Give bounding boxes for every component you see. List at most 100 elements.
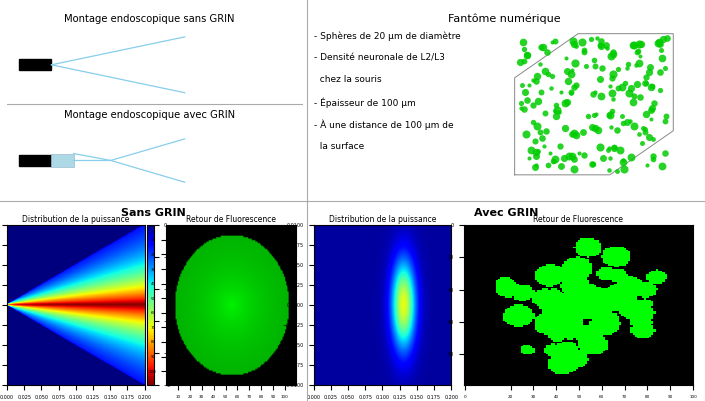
Point	[633, 48, 644, 55]
Point	[595, 38, 606, 45]
Point	[534, 61, 546, 67]
Point	[550, 108, 561, 114]
Point	[524, 154, 535, 161]
Point	[528, 102, 539, 109]
Point	[625, 154, 636, 161]
Point	[604, 112, 615, 118]
Point	[539, 142, 550, 149]
Point	[589, 112, 600, 119]
Point	[591, 35, 603, 41]
Point	[606, 124, 617, 130]
Point	[611, 168, 623, 174]
Point	[521, 97, 532, 103]
Point	[549, 38, 560, 44]
Text: Montage endoscopique avec GRIN: Montage endoscopique avec GRIN	[63, 110, 235, 120]
Point	[535, 44, 546, 50]
Text: Avec GRIN: Avec GRIN	[474, 208, 538, 217]
Point	[520, 130, 532, 137]
Point	[562, 78, 573, 84]
Point	[517, 81, 528, 88]
Point	[560, 100, 571, 106]
Point	[567, 38, 578, 44]
Point	[542, 162, 553, 168]
Point	[649, 99, 660, 106]
Point	[531, 73, 542, 79]
Point	[643, 69, 654, 75]
Point	[603, 112, 615, 118]
Point	[643, 134, 654, 140]
Point	[588, 91, 599, 97]
Point	[589, 63, 601, 69]
Point	[606, 90, 618, 96]
Point	[541, 127, 552, 134]
Point	[644, 63, 656, 70]
Point	[642, 162, 653, 168]
Point	[556, 89, 567, 95]
Point	[568, 166, 580, 172]
Point	[522, 52, 533, 59]
Point	[566, 67, 577, 73]
Point	[545, 85, 556, 91]
Point	[519, 106, 530, 112]
Point	[534, 129, 545, 136]
Point	[566, 152, 577, 159]
Point	[621, 65, 632, 71]
Title: Retour de Fluorescence: Retour de Fluorescence	[534, 215, 623, 224]
Text: - Épaisseur de 100 μm: - Épaisseur de 100 μm	[314, 97, 416, 108]
Point	[645, 83, 656, 90]
Point	[532, 98, 544, 105]
Point	[539, 110, 550, 116]
Point	[589, 125, 601, 131]
Point	[517, 39, 528, 45]
Point	[605, 154, 616, 161]
Point	[524, 82, 535, 88]
Point	[637, 125, 648, 132]
Point	[660, 113, 671, 119]
Point	[628, 93, 639, 99]
Point	[603, 145, 615, 152]
Point	[566, 130, 577, 137]
Point	[654, 41, 666, 47]
Point	[639, 126, 651, 132]
Point	[588, 161, 599, 168]
Point	[606, 53, 617, 59]
Point	[659, 65, 670, 71]
Point	[659, 118, 670, 124]
Point	[646, 116, 657, 122]
Point	[593, 127, 604, 133]
Point	[549, 156, 560, 162]
Point	[553, 109, 565, 115]
Point	[542, 71, 553, 78]
Point	[654, 87, 666, 93]
Point	[546, 39, 558, 45]
Point	[628, 122, 639, 129]
Point	[602, 45, 613, 51]
Title: Distribution de la puissance: Distribution de la puissance	[329, 215, 436, 224]
Point	[627, 98, 639, 105]
Text: - À une distance de 100 μm de: - À une distance de 100 μm de	[314, 119, 454, 130]
Point	[545, 150, 556, 156]
Point	[569, 130, 580, 136]
Point	[551, 107, 563, 113]
Point	[577, 38, 588, 45]
Point	[539, 67, 551, 74]
Point	[618, 165, 630, 172]
Point	[546, 73, 558, 79]
Point	[640, 80, 651, 86]
Point	[565, 71, 576, 77]
Point	[611, 126, 623, 133]
Point	[561, 68, 572, 75]
Point	[582, 112, 594, 119]
Point	[637, 140, 648, 146]
Point	[598, 155, 609, 162]
Point	[547, 158, 558, 164]
Point	[578, 152, 589, 158]
Point	[522, 52, 533, 59]
Point	[628, 42, 639, 49]
Point	[595, 93, 606, 99]
Point	[616, 113, 627, 119]
Point	[624, 90, 635, 96]
Text: Sans GRIN: Sans GRIN	[121, 208, 185, 217]
Point	[527, 77, 539, 83]
Text: la surface: la surface	[314, 142, 364, 151]
